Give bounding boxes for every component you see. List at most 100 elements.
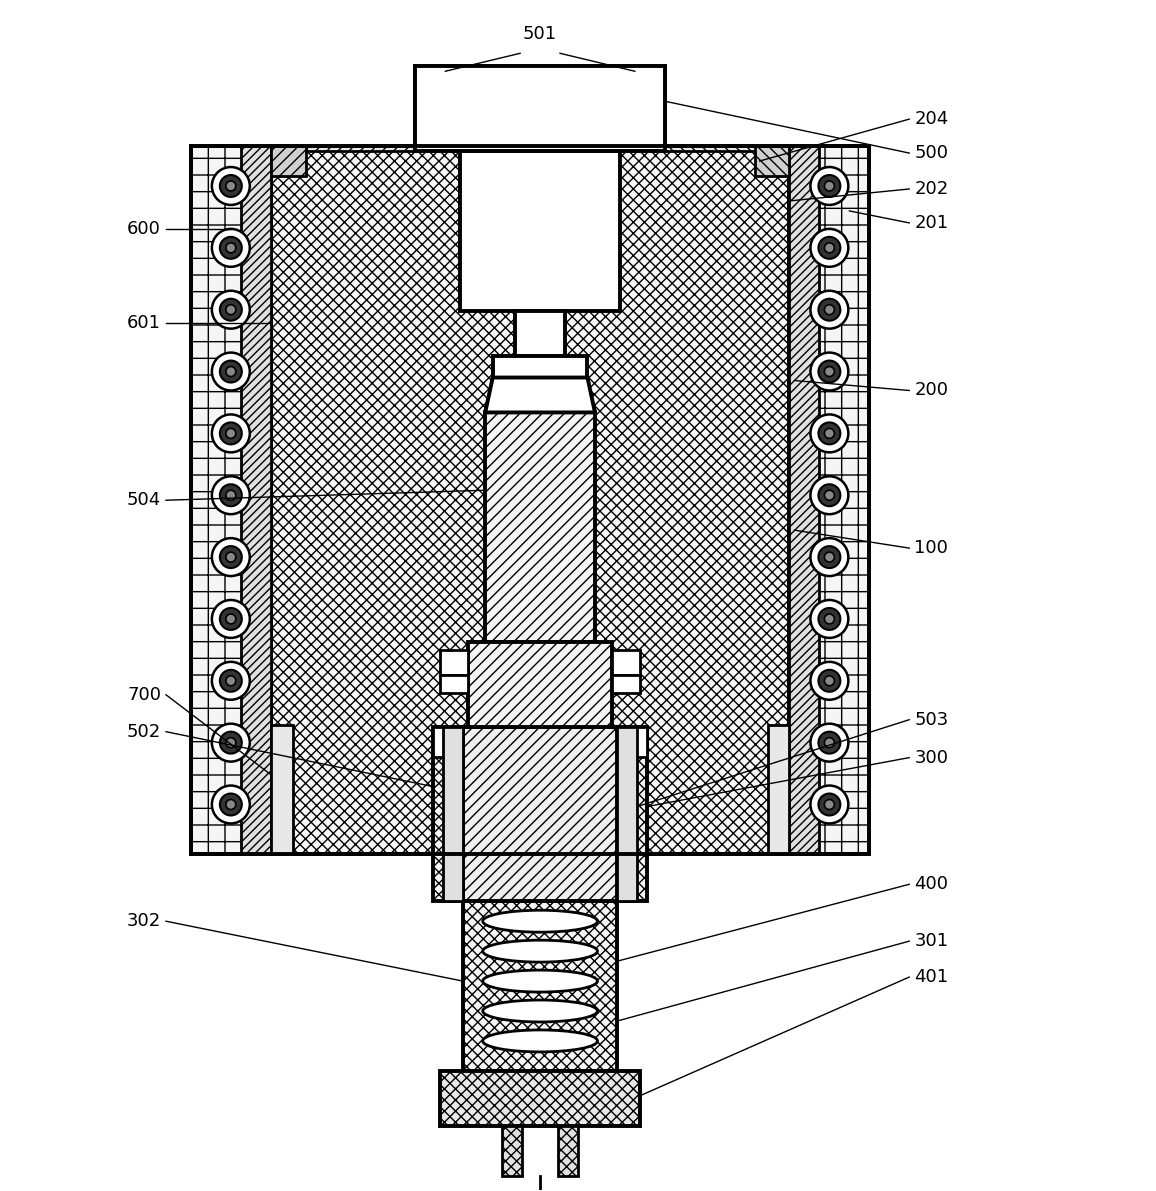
Ellipse shape xyxy=(212,414,250,453)
Text: 400: 400 xyxy=(914,875,948,893)
Ellipse shape xyxy=(824,305,835,314)
Text: 501: 501 xyxy=(523,25,557,43)
Text: 700: 700 xyxy=(127,686,161,704)
Ellipse shape xyxy=(824,675,835,686)
Bar xyxy=(790,146,869,854)
Ellipse shape xyxy=(212,229,250,267)
Ellipse shape xyxy=(483,940,598,962)
Ellipse shape xyxy=(824,613,835,624)
Ellipse shape xyxy=(225,799,236,810)
Bar xyxy=(271,146,305,176)
Text: 202: 202 xyxy=(914,180,948,198)
Bar xyxy=(486,412,595,642)
Text: 301: 301 xyxy=(914,933,948,950)
Ellipse shape xyxy=(818,607,840,630)
Ellipse shape xyxy=(220,299,242,320)
Text: 300: 300 xyxy=(914,749,948,767)
Ellipse shape xyxy=(212,353,250,391)
Bar xyxy=(191,146,271,854)
Ellipse shape xyxy=(824,799,835,810)
Ellipse shape xyxy=(220,423,242,444)
Text: 401: 401 xyxy=(914,968,948,986)
Text: 601: 601 xyxy=(127,313,161,331)
Ellipse shape xyxy=(220,607,242,630)
Ellipse shape xyxy=(824,491,835,500)
Ellipse shape xyxy=(483,1000,598,1022)
Ellipse shape xyxy=(818,485,840,506)
Bar xyxy=(271,146,790,854)
Ellipse shape xyxy=(225,675,236,686)
Ellipse shape xyxy=(810,353,849,391)
Text: 504: 504 xyxy=(127,491,161,510)
Ellipse shape xyxy=(818,237,840,258)
Bar xyxy=(439,650,468,675)
Ellipse shape xyxy=(824,243,835,252)
Ellipse shape xyxy=(810,476,849,515)
Bar xyxy=(415,67,665,151)
Bar xyxy=(443,727,462,902)
Ellipse shape xyxy=(225,613,236,624)
Ellipse shape xyxy=(824,429,835,438)
Bar xyxy=(516,311,565,356)
Ellipse shape xyxy=(818,793,840,816)
Bar xyxy=(460,151,620,311)
Bar xyxy=(492,356,587,378)
Ellipse shape xyxy=(225,491,236,500)
Ellipse shape xyxy=(810,414,849,453)
Ellipse shape xyxy=(810,167,849,205)
Ellipse shape xyxy=(810,600,849,638)
Ellipse shape xyxy=(225,181,236,191)
Ellipse shape xyxy=(818,299,840,320)
Text: 503: 503 xyxy=(914,711,948,729)
Bar xyxy=(558,1125,578,1176)
Ellipse shape xyxy=(220,547,242,568)
Bar xyxy=(617,727,637,902)
Ellipse shape xyxy=(824,737,835,748)
Ellipse shape xyxy=(810,724,849,761)
Bar xyxy=(271,724,292,854)
Text: 100: 100 xyxy=(914,540,948,557)
Ellipse shape xyxy=(824,367,835,376)
Ellipse shape xyxy=(212,662,250,700)
Bar xyxy=(191,146,869,854)
Ellipse shape xyxy=(212,786,250,823)
Ellipse shape xyxy=(225,367,236,376)
Polygon shape xyxy=(271,146,415,151)
Bar xyxy=(790,146,820,854)
Ellipse shape xyxy=(220,669,242,692)
Bar xyxy=(755,146,790,176)
Ellipse shape xyxy=(810,786,849,823)
Ellipse shape xyxy=(225,429,236,438)
Ellipse shape xyxy=(220,175,242,197)
Ellipse shape xyxy=(212,167,250,205)
Ellipse shape xyxy=(220,361,242,382)
Text: 200: 200 xyxy=(914,381,948,399)
Ellipse shape xyxy=(810,538,849,576)
Ellipse shape xyxy=(225,243,236,252)
Text: 502: 502 xyxy=(127,723,161,741)
Ellipse shape xyxy=(212,724,250,761)
Bar xyxy=(439,675,468,693)
Ellipse shape xyxy=(818,361,840,382)
Bar xyxy=(462,727,617,902)
Bar xyxy=(432,727,462,756)
Bar xyxy=(440,1071,640,1125)
Ellipse shape xyxy=(818,423,840,444)
Ellipse shape xyxy=(220,237,242,258)
Bar xyxy=(468,642,613,727)
Ellipse shape xyxy=(483,910,598,933)
Text: 201: 201 xyxy=(914,214,948,232)
Ellipse shape xyxy=(220,485,242,506)
Bar xyxy=(768,724,790,854)
Ellipse shape xyxy=(225,305,236,314)
Ellipse shape xyxy=(212,538,250,576)
Bar xyxy=(432,727,647,902)
Ellipse shape xyxy=(212,291,250,329)
Bar xyxy=(502,1125,523,1176)
Ellipse shape xyxy=(824,181,835,191)
Ellipse shape xyxy=(212,600,250,638)
Ellipse shape xyxy=(483,971,598,992)
Ellipse shape xyxy=(810,662,849,700)
Ellipse shape xyxy=(212,476,250,515)
Ellipse shape xyxy=(220,793,242,816)
